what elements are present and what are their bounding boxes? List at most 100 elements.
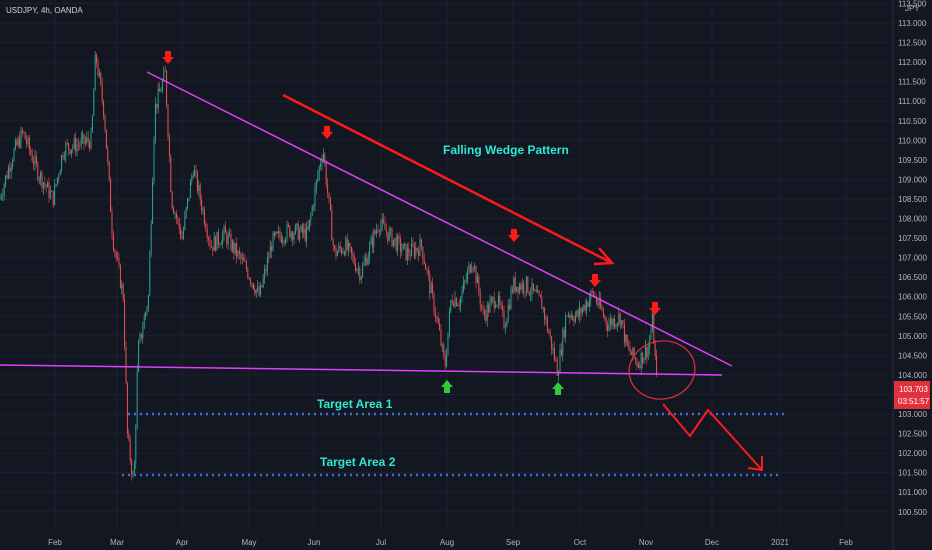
candle-body: [583, 304, 585, 310]
candle-body: [188, 197, 190, 199]
candle-body: [434, 312, 436, 318]
candle-body: [191, 176, 193, 182]
candle-body: [9, 167, 11, 173]
candle-body: [63, 156, 65, 158]
candle-body: [318, 166, 320, 176]
candle-body: [271, 246, 273, 252]
candle-body: [483, 310, 485, 315]
candle-body: [98, 73, 100, 76]
candle-body: [378, 230, 380, 232]
candle-body: [553, 347, 555, 360]
candle-body: [500, 304, 502, 307]
candle-body: [268, 257, 270, 259]
candle-body: [371, 237, 373, 248]
candle-body: [48, 182, 50, 198]
price-tick-label: 105.000: [898, 332, 927, 341]
candle-body: [427, 269, 429, 274]
candle-body: [143, 316, 145, 329]
candle-body: [10, 166, 12, 173]
price-tick-label: 101.500: [898, 469, 927, 478]
candle-body: [528, 292, 530, 295]
candle-body: [275, 231, 277, 236]
candle-body: [569, 315, 571, 318]
symbol-header: USDJPY, 4h, OANDA: [6, 6, 83, 15]
candle-body: [244, 261, 246, 262]
price-tick-label: 104.000: [898, 371, 927, 380]
candle-body: [324, 154, 326, 164]
candle-body: [471, 268, 473, 273]
projection-arrow-lower: [662, 403, 763, 472]
candle-body: [198, 185, 200, 191]
candle-body: [0, 196, 2, 198]
candle-body: [548, 330, 550, 334]
candle-body: [356, 269, 358, 271]
candle-body: [17, 138, 19, 146]
candle-body: [145, 312, 147, 317]
candle-body: [413, 246, 415, 256]
candle-body: [133, 462, 135, 475]
candle-body: [297, 223, 299, 240]
candle-body: [647, 347, 649, 358]
time-axis[interactable]: Feb Mar Apr May Jun Jul Aug Sep Oct Nov Dec 2021 Feb: [48, 538, 853, 547]
candle-body: [370, 237, 372, 245]
price-axis[interactable]: 113.500 113.000 112.500 112.000 111.500 111.0…: [898, 0, 927, 517]
candle-body: [266, 257, 268, 271]
candle-body: [320, 164, 322, 167]
candle-body: [289, 225, 291, 238]
candle-body: [276, 231, 278, 234]
candle-body: [524, 291, 526, 293]
price-tick-label: 111.500: [898, 78, 926, 87]
candle-body: [530, 294, 532, 295]
candle-body: [83, 134, 85, 144]
wedge-lower-trendline[interactable]: [0, 364, 723, 376]
candle-body: [516, 286, 518, 292]
candle-body: [577, 310, 579, 317]
candle-body: [618, 313, 620, 323]
candle-body: [313, 206, 315, 208]
wedge-upper-trendline[interactable]: [146, 71, 733, 367]
candle-body: [56, 177, 58, 185]
candle-body: [159, 88, 161, 92]
candle-body: [551, 336, 553, 350]
candle-body: [475, 266, 477, 284]
candle-body: [315, 180, 317, 189]
candle-body: [339, 245, 341, 249]
candle-body: [517, 286, 519, 294]
candle-body: [128, 433, 130, 440]
candle-body: [2, 195, 4, 197]
candle-body: [44, 182, 46, 185]
candle-body: [213, 236, 215, 251]
candle-body: [194, 170, 196, 177]
candle-body: [525, 276, 527, 293]
target-area-2-label: Target Area 2: [320, 455, 396, 469]
candle-body: [415, 247, 417, 256]
countdown-timer: 03:51:57: [898, 397, 930, 406]
candle-body: [455, 298, 457, 306]
candle-body: [101, 83, 103, 101]
candle-body: [474, 266, 476, 269]
candle-body: [254, 289, 256, 294]
candle-body: [451, 300, 453, 303]
candle-body: [447, 332, 449, 355]
candle-body: [394, 237, 396, 240]
candle-body: [7, 167, 9, 179]
candle-body: [520, 284, 522, 290]
candle-body: [27, 137, 29, 144]
down-arrow-3: [508, 229, 520, 242]
candle-body: [496, 304, 498, 306]
candle-body: [595, 297, 597, 303]
candle-body: [392, 239, 394, 246]
candle-body: [5, 175, 7, 185]
candle-body: [206, 230, 208, 238]
candle-body: [89, 142, 91, 149]
candle-body: [377, 229, 379, 231]
candle-body: [395, 237, 397, 251]
candle-body: [492, 297, 494, 299]
candle-body: [637, 365, 639, 367]
candle-body: [34, 155, 36, 165]
candle-body: [118, 258, 120, 266]
candle-body: [482, 307, 484, 311]
candle-body: [293, 233, 295, 240]
candle-body: [622, 320, 624, 324]
